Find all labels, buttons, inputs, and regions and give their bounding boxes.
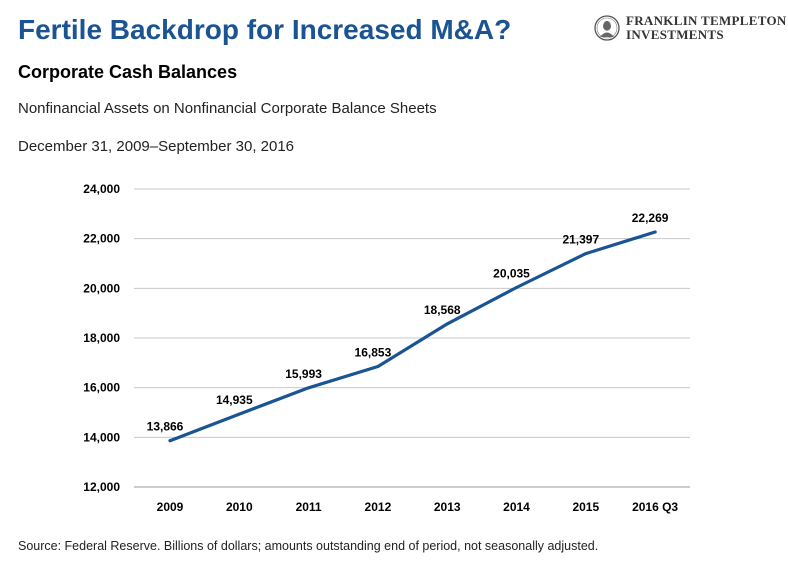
data-point (237, 412, 241, 416)
date-range: December 31, 2009–September 30, 2016 (18, 138, 295, 155)
data-label: 22,269 (632, 211, 669, 225)
data-label: 15,993 (285, 367, 322, 381)
data-point (168, 439, 172, 443)
source-note: Source: Federal Reserve. Billions of dol… (18, 539, 599, 553)
x-tick-label: 2016 Q3 (632, 500, 678, 514)
chart-description: Nonfinancial Assets on Nonfinancial Corp… (18, 100, 437, 117)
data-label: 20,035 (493, 266, 530, 280)
y-tick-label: 20,000 (83, 281, 120, 295)
x-tick-label: 2011 (296, 500, 322, 514)
logo-line-2: INVESTMENTS (626, 27, 724, 42)
data-point (445, 322, 449, 326)
x-tick-label: 2012 (365, 500, 392, 514)
data-label: 16,853 (355, 345, 392, 359)
x-tick-label: 2009 (157, 500, 184, 514)
y-tick-label: 18,000 (83, 331, 120, 345)
data-point (653, 230, 657, 234)
logo-line-1: FRANKLIN TEMPLETON (626, 13, 787, 28)
y-tick-label: 12,000 (83, 480, 120, 494)
data-point (515, 285, 518, 289)
data-label: 13,866 (147, 420, 184, 434)
y-tick-label: 16,000 (83, 381, 120, 395)
data-label: 14,935 (216, 393, 253, 407)
company-logo: FRANKLIN TEMPLETON INVESTMENTS (594, 14, 787, 42)
y-tick-label: 14,000 (83, 430, 120, 444)
y-tick-label: 24,000 (83, 182, 120, 196)
franklin-portrait-icon (594, 15, 620, 41)
data-label: 18,568 (424, 303, 461, 317)
x-tick-label: 2013 (434, 500, 461, 514)
data-point (376, 364, 380, 368)
y-tick-label: 22,000 (83, 232, 120, 246)
data-point (584, 252, 588, 256)
x-tick-label: 2014 (503, 500, 530, 514)
x-tick-label: 2010 (226, 500, 253, 514)
series-line (168, 230, 657, 443)
x-tick-label: 2015 (572, 500, 599, 514)
data-label: 21,397 (562, 233, 599, 247)
page-title: Fertile Backdrop for Increased M&A? (18, 14, 512, 45)
chart-subtitle: Corporate Cash Balances (18, 62, 238, 82)
data-point (307, 386, 311, 390)
